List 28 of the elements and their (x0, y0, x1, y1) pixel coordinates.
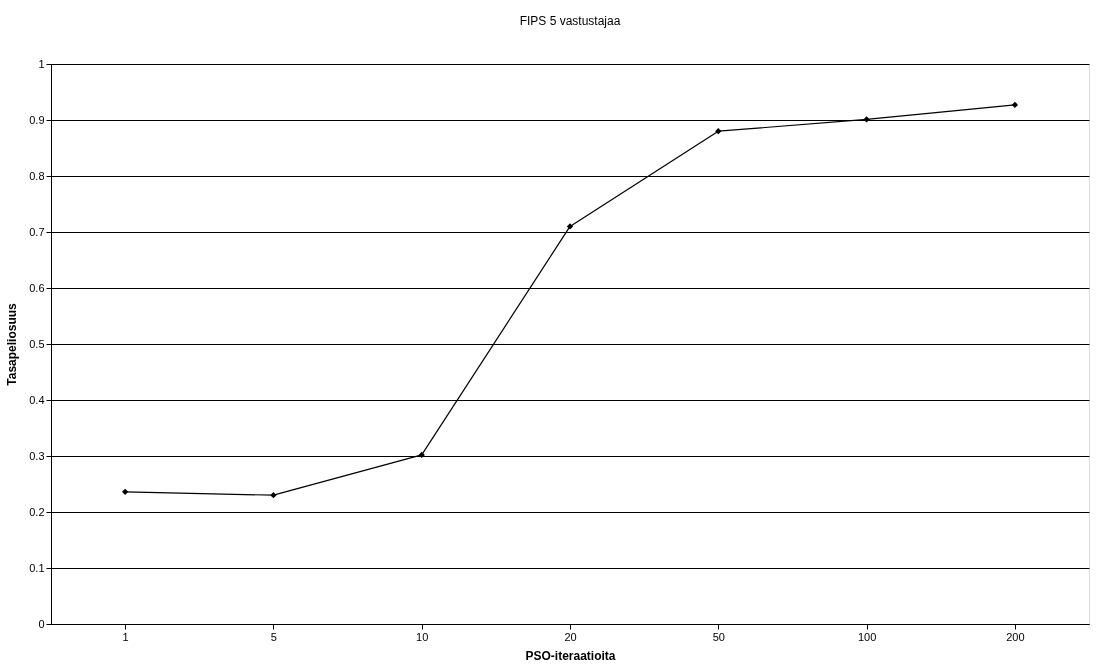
point (566, 223, 574, 230)
point (121, 488, 129, 495)
y-tick-label: 0.5 (29, 337, 45, 350)
x-tick-label: 5 (270, 630, 277, 643)
y-tick-label: 0.2 (29, 505, 45, 518)
chart-title: FIPS 5 vastustajaa (519, 14, 621, 28)
x-tick-label: 20 (564, 630, 577, 643)
x-tick-label: 100 (857, 630, 877, 643)
x-tick-label: 1 (122, 630, 129, 643)
y-tick-label: 0.8 (29, 169, 45, 182)
y-axis-title: Tasapeliosuus (5, 302, 20, 386)
y-tick-label: 0.1 (29, 561, 45, 574)
y-tick-label: 1 (38, 57, 45, 70)
y-tick-label: 0.9 (29, 113, 45, 126)
y-tick-label: 0.4 (29, 393, 45, 406)
x-tick-label: 200 (1006, 630, 1025, 643)
point (1011, 101, 1019, 109)
y-tick-label: 0.3 (29, 449, 45, 462)
x-tick-label: 50 (712, 630, 725, 643)
x-tick-label: 10 (416, 630, 429, 643)
point (270, 492, 277, 499)
y-tick-label: 0.6 (29, 281, 45, 294)
point (863, 116, 870, 123)
x-axis-title: PSO-iteraatioita (525, 648, 616, 663)
point (418, 451, 425, 459)
y-tick-label: 0.7 (29, 225, 45, 238)
point (715, 128, 722, 135)
y-tick-label: 0 (38, 617, 45, 630)
